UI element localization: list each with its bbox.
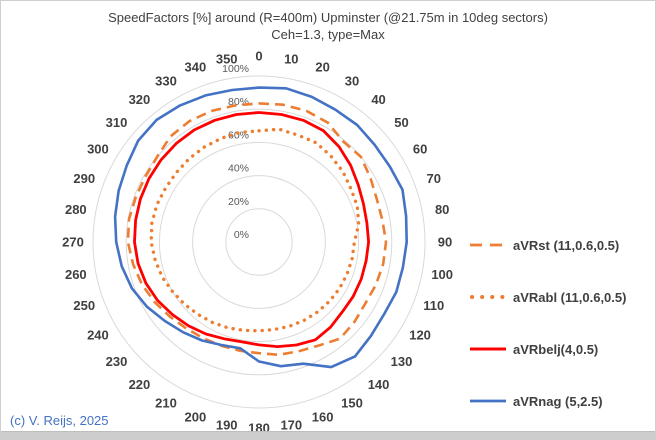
chart-title: SpeedFactors [%] around (R=400m) Upminst… [108,10,548,25]
sector-label-340: 340 [185,60,207,75]
sector-label-300: 300 [87,142,109,157]
sector-label-130: 130 [391,354,413,369]
legend-label-avrbelj: aVRbelj(4,0.5) [513,341,599,357]
sector-label-210: 210 [155,396,177,411]
legend: aVRst (11,0.6,0.5) aVRabl (11,0.6,0.5) a… [469,235,655,439]
window-bottom-strip [1,431,655,439]
sector-label-120: 120 [409,328,431,343]
sector-label-270: 270 [62,235,84,250]
sector-label-330: 330 [155,73,177,88]
sector-label-230: 230 [106,354,128,369]
legend-label-avrabl: aVRabl (11,0.6,0.5) [513,289,627,305]
legend-entry-avrbelj[interactable]: aVRbelj(4,0.5) [469,339,655,359]
legend-entry-avrst[interactable]: aVRst (11,0.6,0.5) [469,235,655,255]
sector-label-0: 0 [255,49,262,64]
series-line-aVRabl [149,127,361,333]
dashed-line-swatch-icon [470,243,506,247]
solid-red-line-swatch-icon [470,347,506,351]
sector-label-170: 170 [280,418,302,433]
title-block: SpeedFactors [%] around (R=400m) Upminst… [1,9,655,43]
gridline-ring-100 [92,75,426,409]
gridline-ring-40 [192,175,326,309]
sector-label-100: 100 [431,267,453,282]
radial-tick-label-20: 20% [228,196,249,208]
sector-label-30: 30 [345,73,359,88]
legend-label-avrst: aVRst (11,0.6,0.5) [513,237,620,253]
legend-entry-avrnag[interactable]: aVRnag (5,2.5) [469,391,655,411]
gridline-ring-80 [125,108,393,376]
sector-label-350: 350 [216,51,238,66]
sector-label-40: 40 [371,92,385,107]
sector-label-140: 140 [368,377,390,392]
solid-blue-line-swatch-icon [470,399,506,403]
copyright-text: (c) V. Reijs, 2025 [10,413,109,428]
gridline-ring-60 [158,141,360,343]
dotted-line-swatch-icon [470,295,507,299]
sector-label-190: 190 [216,418,238,433]
legend-entry-avrabl[interactable]: aVRabl (11,0.6,0.5) [469,287,655,307]
sector-label-10: 10 [284,51,298,66]
legend-label-avrnag: aVRnag (5,2.5) [513,393,603,409]
sector-label-200: 200 [185,409,207,424]
sector-label-150: 150 [341,396,363,411]
sector-label-80: 80 [435,202,449,217]
sector-label-220: 220 [129,377,151,392]
sector-label-250: 250 [73,298,95,313]
sector-label-240: 240 [87,328,109,343]
series-line-aVRnag [113,86,408,369]
radial-tick-label-40: 40% [228,163,249,175]
chart-subtitle: Ceh=1.3, type=Max [271,27,385,42]
sector-label-110: 110 [423,298,444,313]
radial-tick-label-100: 100% [222,63,249,75]
sector-label-90: 90 [438,235,452,250]
sector-label-280: 280 [65,202,87,217]
sector-label-310: 310 [106,115,128,130]
series-line-aVRst [126,102,388,357]
sector-label-20: 20 [315,60,329,75]
sector-label-290: 290 [73,171,95,186]
sector-label-70: 70 [427,171,441,186]
sector-label-60: 60 [413,142,427,157]
sector-label-260: 260 [65,267,87,282]
gridline-ring-20 [225,208,293,276]
sector-label-160: 160 [312,409,334,424]
sector-label-50: 50 [394,115,408,130]
series-line-aVRbelj4,0.5 [133,111,370,348]
sector-label-320: 320 [129,92,151,107]
radial-tick-label-0: 0% [234,229,249,241]
